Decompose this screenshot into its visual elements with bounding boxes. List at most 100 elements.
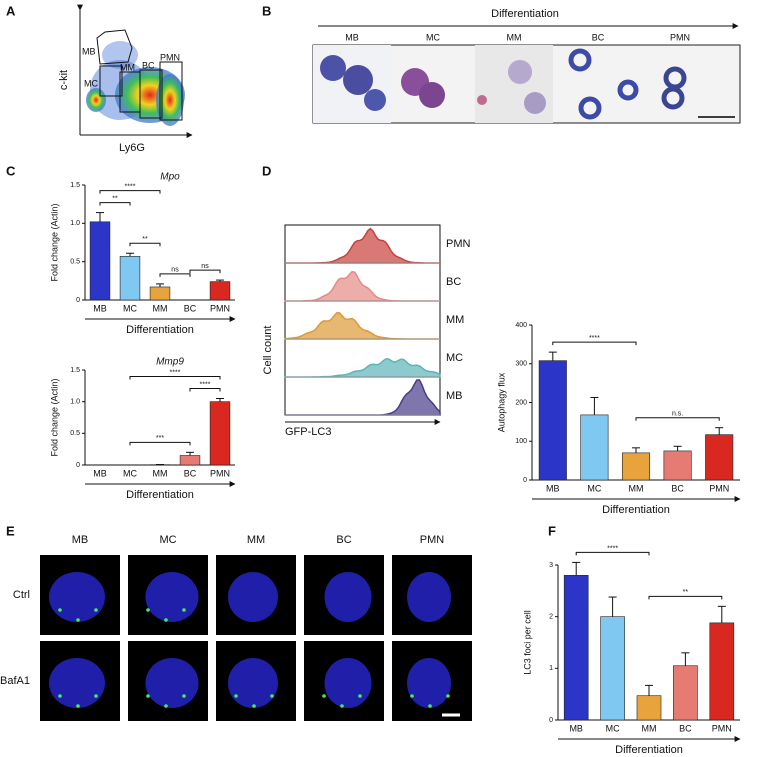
chart-title: Mmp9 [156, 357, 184, 368]
significance-label: ** [142, 236, 148, 243]
y-tick-label: 200 [515, 399, 527, 406]
y-tick-label: 400 [515, 322, 527, 329]
gate-label: PMN [160, 52, 180, 62]
bar [709, 622, 735, 721]
lc3-dot [428, 704, 432, 708]
significance-bracket [575, 551, 650, 556]
significance-bracket [99, 190, 161, 194]
x-tick-label: MB [93, 303, 107, 313]
lc3-dot [58, 694, 62, 698]
lc3-dot [76, 618, 80, 622]
significance-bracket [552, 341, 637, 346]
bar [209, 401, 231, 466]
x-tick-label: MB [569, 723, 583, 733]
x-tick-label: MB [546, 483, 560, 493]
significance-label: ** [112, 195, 118, 202]
bar-chart: 0 100 200 300 400 MB MC MM BC PMN **** n.s. Autophag… [496, 322, 741, 516]
row-label: BafA1 [0, 675, 30, 687]
cell-label: MM [507, 32, 522, 42]
histogram [285, 227, 441, 264]
panel-label: F [548, 523, 556, 538]
nucleus [228, 572, 278, 622]
x-axis-label: Differentiation [126, 324, 194, 336]
significance-bracket [129, 376, 221, 380]
population-label: MC [446, 352, 463, 364]
lc3-dot [340, 704, 344, 708]
population-label: MM [446, 314, 464, 326]
column-label: PMN [420, 534, 445, 546]
gate-label: MC [84, 78, 98, 88]
microscopy: MB MC MM BC PMN Ctrl BafA1 [0, 534, 472, 721]
significance-bracket [159, 273, 191, 277]
cell-label: MB [345, 32, 359, 42]
lc3-dot [358, 694, 362, 698]
significance-label: **** [607, 545, 618, 552]
significance-bracket [129, 441, 191, 446]
nucleus [407, 572, 451, 622]
x-tick-label: MC [606, 723, 620, 733]
lc3-dot [146, 608, 150, 612]
x-tick-label: MM [153, 303, 168, 313]
significance-label: ns [201, 263, 209, 270]
lc3-dot [182, 608, 186, 612]
y-tick-label: 0 [76, 297, 80, 304]
x-axis-label: Differentiation [126, 489, 194, 501]
bar [600, 616, 625, 721]
significance-bracket [635, 417, 720, 421]
x-tick-label: MB [93, 468, 107, 478]
y-tick-label: 0 [523, 477, 527, 484]
bar [538, 360, 567, 481]
lc3-dot [446, 694, 450, 698]
y-tick-label: 300 [515, 361, 527, 368]
nucleus [49, 658, 105, 708]
y-tick-label: 3 [549, 562, 553, 569]
y-axis-label: Fold change (Actin) [49, 378, 59, 456]
x-tick-label: PMN [709, 483, 729, 493]
lc3-dot [94, 608, 98, 612]
y-tick-label: 1 [549, 665, 553, 672]
flow-plot: MB MC MM BC PMN c-kit Ly6G [58, 4, 193, 154]
bar-chart: 00.51.01.5MB MC MM BC PMN***********Mmp9Fold… [49, 357, 236, 501]
significance-label: **** [200, 381, 211, 388]
x-axis-label: GFP-LC3 [285, 426, 331, 438]
significance-label: ** [683, 589, 689, 596]
significance-bracket [648, 595, 723, 600]
significance-label: **** [125, 183, 136, 190]
y-tick-label: 100 [515, 438, 527, 445]
population-label: PMN [446, 238, 471, 250]
histograms: Cell count GFP-LC3 PMN BC MM MC MB [262, 224, 471, 438]
cell-label: PMN [670, 32, 690, 42]
significance-bracket [129, 242, 161, 247]
micrographs: Differentiation MB MC MM BC PMN [312, 8, 741, 124]
significance-label: **** [170, 369, 181, 376]
y-axis-label: Cell count [262, 326, 274, 375]
x-tick-label: MC [123, 468, 137, 478]
lc3-dot [164, 618, 168, 622]
lc3-dot [164, 704, 168, 708]
y-tick-label: 2 [549, 614, 553, 621]
x-axis-label: Differentiation [615, 744, 683, 756]
column-label: MB [72, 534, 89, 546]
population-label: BC [446, 276, 461, 288]
y-axis-label: Autophagy flux [496, 372, 506, 432]
significance-bracket [189, 269, 221, 274]
panel-label: A [6, 3, 16, 18]
y-tick-label: 1.0 [70, 399, 80, 406]
nucleus [145, 572, 199, 622]
bar [673, 665, 698, 721]
x-tick-label: PMN [210, 468, 230, 478]
x-axis-label: Differentiation [602, 504, 670, 516]
panel-label: E [6, 523, 15, 538]
column-label: MM [247, 534, 265, 546]
y-tick-label: 1.0 [70, 220, 80, 227]
y-tick-label: 0 [549, 717, 553, 724]
bar [119, 255, 141, 301]
lc3-dot [146, 694, 150, 698]
x-tick-label: MM [153, 468, 168, 478]
y-axis-label: Fold change (Actin) [49, 203, 59, 281]
nucleus [324, 658, 372, 708]
histogram [285, 379, 441, 416]
lc3-dot [234, 694, 238, 698]
